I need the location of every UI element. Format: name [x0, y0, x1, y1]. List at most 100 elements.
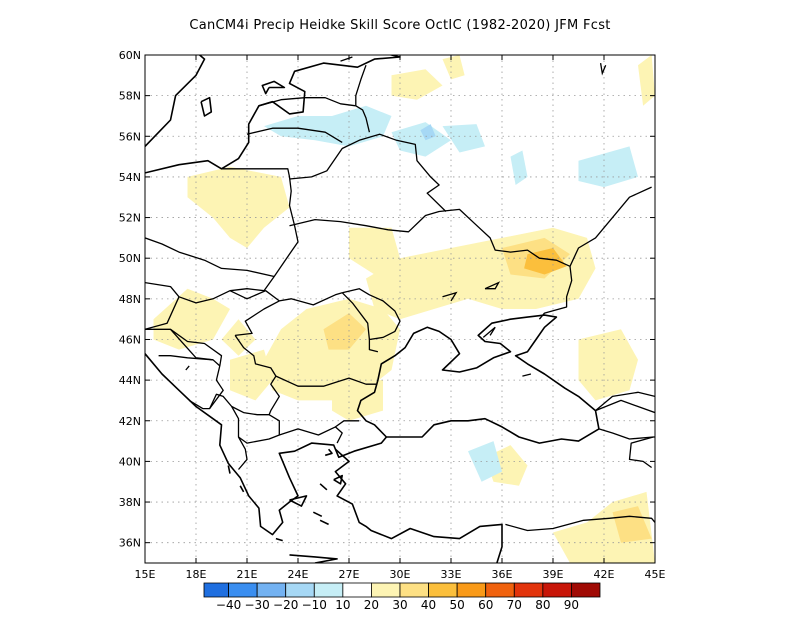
colorbar-label: 80	[535, 598, 550, 612]
border-15	[341, 292, 371, 340]
x-tick-label: 36E	[492, 568, 513, 581]
coastline-9	[333, 474, 344, 485]
shaded-region-19	[391, 122, 451, 157]
border-7	[231, 405, 280, 444]
colorbar-swatch	[371, 582, 401, 598]
y-tick-label: 42N	[119, 415, 141, 428]
shaded-region-7	[578, 329, 638, 401]
border-25	[628, 436, 654, 469]
border-20	[355, 105, 371, 133]
lake-3	[442, 291, 458, 302]
x-tick-label: 15E	[135, 568, 156, 581]
border-18	[246, 127, 343, 143]
x-tick-label: 45E	[645, 568, 666, 581]
coastline-2	[261, 80, 286, 95]
border-10	[234, 335, 280, 415]
colorbar-label: 90	[564, 598, 579, 612]
border-11	[275, 375, 377, 387]
x-tick-label: 42E	[594, 568, 615, 581]
colorbar-label: 60	[478, 598, 493, 612]
lake-5	[340, 56, 353, 62]
lake-6	[185, 365, 190, 371]
coastline-16	[239, 485, 245, 493]
x-tick-label: 30E	[390, 568, 411, 581]
shaded-region-22	[578, 146, 638, 188]
border-9	[235, 300, 280, 337]
border-27	[569, 186, 652, 267]
coastline-0	[145, 55, 401, 174]
shaded-region-8	[638, 55, 655, 106]
lat-lon-grid	[145, 55, 655, 563]
colorbar-swatch	[313, 582, 344, 598]
colorbar-label: −30	[244, 598, 269, 612]
y-tick-label: 50N	[119, 252, 141, 265]
border-24	[505, 515, 655, 532]
shaded-region-1	[187, 166, 290, 248]
y-tick-label: 48N	[119, 293, 141, 306]
colorbar-swatch	[513, 582, 544, 598]
shaded-region-5	[349, 227, 400, 275]
coastline-6	[356, 314, 600, 444]
x-tick-label: 33E	[441, 568, 462, 581]
border-26	[595, 391, 655, 412]
shaded-region-23	[468, 441, 502, 482]
border-14	[342, 288, 401, 353]
map-title: CanCM4i Precip Heidke Skill Score OctIC …	[189, 18, 611, 33]
colorbar-label: 50	[450, 598, 465, 612]
lake-2	[484, 281, 501, 290]
border-21	[355, 64, 367, 106]
colorbar-swatch	[285, 582, 315, 598]
coastline-4	[145, 353, 388, 536]
colorbar-swatch	[571, 582, 601, 598]
colorbar-swatch	[399, 582, 429, 598]
lake-0	[599, 62, 607, 76]
coastline-11	[319, 483, 328, 491]
border-22	[598, 428, 655, 440]
colorbar-swatch	[256, 582, 287, 598]
colorbar-swatch	[428, 582, 458, 598]
shaded-region-0	[153, 288, 230, 350]
y-tick-label: 60N	[119, 49, 141, 62]
coastline-3	[200, 96, 213, 117]
y-tick-label: 36N	[119, 537, 141, 550]
colorbar-label: −20	[273, 598, 298, 612]
shaded-region-9	[391, 69, 443, 100]
border-2	[145, 296, 180, 330]
x-tick-label: 21E	[237, 568, 258, 581]
coastline-7	[289, 495, 308, 507]
shaded-region-4	[332, 380, 383, 421]
map-axes: 15E 18E 21E 24E 27E 30E 33E 36E 39E 42E 45E 36N 38N 4…	[119, 49, 666, 581]
shaded-region-14	[323, 313, 366, 350]
y-tick-label: 52N	[119, 212, 141, 225]
shaded-region-10	[442, 55, 465, 80]
x-tick-label: 39E	[543, 568, 564, 581]
colorbar-swatch	[203, 582, 229, 598]
shaded-region-21	[510, 150, 528, 185]
colorbar-label: 10	[335, 598, 350, 612]
y-tick-label: 56N	[119, 130, 141, 143]
coastline-13	[319, 519, 329, 526]
colorbar: −40 −30 −20 −10 10 20 30 40 50 60 70 80 90	[203, 582, 601, 612]
lake-4	[522, 373, 532, 377]
border-17	[289, 133, 447, 212]
coastline-15	[227, 465, 231, 474]
lake-1	[482, 326, 496, 338]
coastline-1	[145, 55, 206, 147]
colorbar-label: −10	[302, 598, 327, 612]
y-tick-label: 38N	[119, 496, 141, 509]
colorbar-label: 30	[392, 598, 407, 612]
border-0	[145, 237, 275, 278]
coastline-10	[324, 448, 333, 457]
shaded-region-3	[230, 349, 273, 401]
border-13	[335, 420, 360, 428]
coastline-5	[334, 448, 503, 563]
coastline-14	[275, 537, 283, 542]
colorbar-label: 70	[507, 598, 522, 612]
x-tick-label: 27E	[339, 568, 360, 581]
y-tick-label: 46N	[119, 333, 141, 346]
coastline-8	[289, 554, 338, 563]
colorbar-swatch	[456, 582, 487, 598]
y-tick-label: 58N	[119, 90, 141, 103]
colorbar-swatch	[342, 582, 372, 598]
